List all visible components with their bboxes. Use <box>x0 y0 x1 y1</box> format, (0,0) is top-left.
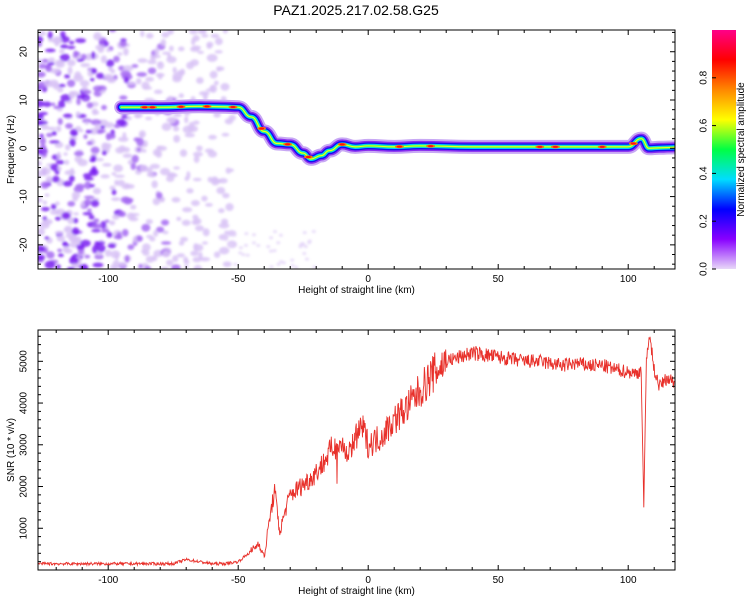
snr-frame <box>37 329 676 571</box>
spectrogram-ridge <box>114 99 675 166</box>
y-tick-label: 1000 <box>19 517 30 540</box>
ridge-hotspot-core <box>396 145 402 148</box>
ridge-hotspot-core <box>204 105 210 108</box>
ridge-hotspot-core <box>230 106 236 109</box>
colorbar-tick-label: 0.6 <box>699 118 710 132</box>
colorbar-tick-label: 0.8 <box>699 70 710 84</box>
x-tick-label: 0 <box>365 274 371 285</box>
ridge-hotspot-core <box>339 143 345 146</box>
colorbar: 0.0 0.2 0.4 0.6 0.8 Normalized spectral ampl… <box>699 30 747 276</box>
colorbar-tick-label: 0.0 <box>699 262 710 276</box>
y-tick-label: 2000 <box>19 475 30 498</box>
ridge-hotspot-core <box>178 105 184 108</box>
x-tick-label: -50 <box>231 274 246 285</box>
colorbar-tick-label: 0.4 <box>699 166 710 180</box>
y-tick-label: -10 <box>19 189 30 204</box>
colorbar-gradient <box>712 30 736 269</box>
y-tick-label: 4000 <box>19 391 30 414</box>
y-tick-label: 20 <box>19 46 30 58</box>
colorbar-ticks: 0.0 0.2 0.4 0.6 0.8 <box>699 70 716 276</box>
y-tick-label: -20 <box>19 237 30 252</box>
ridge-hotspot-core <box>599 145 605 148</box>
snr-panel: -100 -50 0 50 100 1000 2000 3000 4000 5000 Height… <box>6 329 676 597</box>
ridge-hotspot-core <box>285 143 291 146</box>
y-tick-label: 5000 <box>19 350 30 373</box>
y-tick-label: 10 <box>19 94 30 106</box>
snr-x-axis-label: Height of straight line (km) <box>298 586 415 597</box>
spectrogram-frame <box>37 29 676 270</box>
snr-ticks: -100 -50 0 50 100 1000 2000 3000 4000 5000 <box>19 330 675 586</box>
spectrogram-x-axis-label: Height of straight line (km) <box>298 285 415 296</box>
ridge-hotspot-core <box>428 145 434 148</box>
ridge-layer <box>120 105 675 160</box>
ridge-hotspot-core <box>142 106 148 109</box>
y-tick-label: 0 <box>19 145 30 151</box>
x-tick-label: 100 <box>620 274 637 285</box>
ridge-hotspot-core <box>630 142 637 145</box>
x-tick-label: 50 <box>493 274 505 285</box>
ridge-hotspot-core <box>259 127 265 130</box>
x-tick-label: 100 <box>620 575 637 586</box>
ridge-hotspot-core <box>552 145 559 148</box>
spectrogram-heatmap <box>38 30 675 269</box>
snr-line <box>38 336 675 567</box>
colorbar-label: Normalized spectral amplitude <box>736 82 747 217</box>
spectrogram-y-axis-label: Frequency (Hz) <box>6 115 17 184</box>
x-tick-label: -100 <box>98 575 118 586</box>
x-tick-label: -50 <box>231 575 246 586</box>
snr-plot-area <box>38 330 675 570</box>
snr-series <box>38 336 675 567</box>
colorbar-tick-label: 0.2 <box>699 214 710 228</box>
x-tick-label: 0 <box>365 575 371 586</box>
snr-y-axis-label: SNR (10 * v/v) <box>6 418 17 482</box>
x-tick-label: 50 <box>493 575 505 586</box>
ridge-hotspot-core <box>305 155 311 158</box>
y-tick-label: 3000 <box>19 433 30 456</box>
ridge-hotspot-core <box>149 106 155 109</box>
ridge-hotspot-core <box>537 145 543 148</box>
x-tick-label: -100 <box>98 274 118 285</box>
figure-title: PAZ1.2025.217.02.58.G25 <box>273 2 439 18</box>
